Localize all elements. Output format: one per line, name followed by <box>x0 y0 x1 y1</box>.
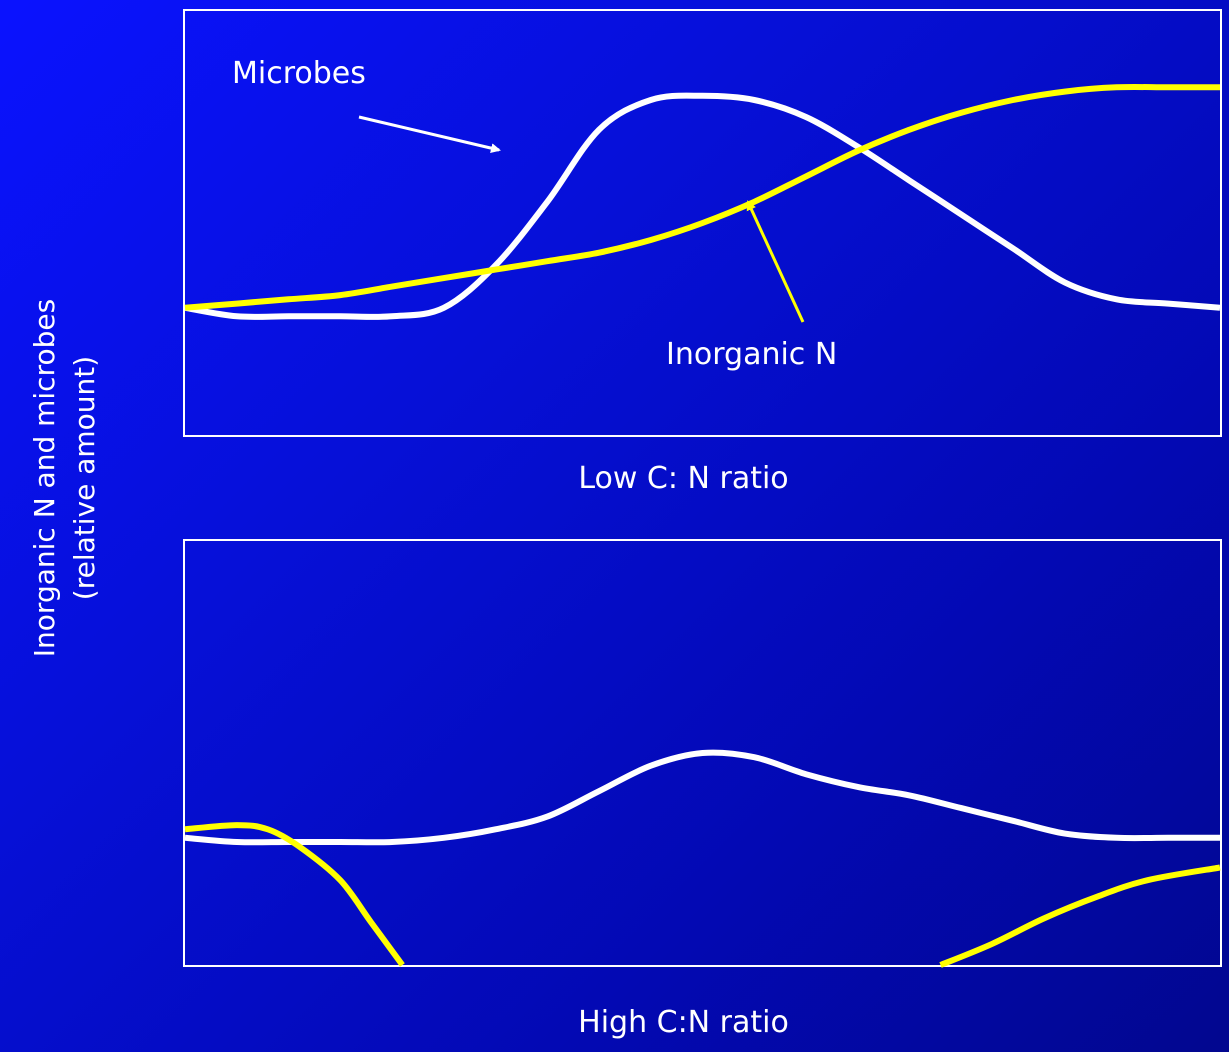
caption-high-cn: High C:N ratio <box>578 1005 789 1040</box>
series-line-inorganic-n-panel2-seg1 <box>184 822 405 967</box>
series-line-inorganic-n-panel2-seg2 <box>939 864 1221 968</box>
annotation-microbes: Microbes <box>232 56 366 91</box>
chart-panel-high-cn <box>183 539 1222 967</box>
arrow-microbes <box>358 115 501 154</box>
caption-low-cn: Low C: N ratio <box>578 461 789 496</box>
annotation-inorganic-n: Inorganic N <box>666 337 838 372</box>
series-line-microbes-panel2 <box>184 749 1220 846</box>
series-line-microbes-panel1 <box>184 92 1221 320</box>
chart-panel-low-cn <box>183 9 1222 437</box>
arrow-inorganic-n <box>746 200 805 323</box>
series-line-inorganic-n-panel1 <box>184 83 1220 311</box>
